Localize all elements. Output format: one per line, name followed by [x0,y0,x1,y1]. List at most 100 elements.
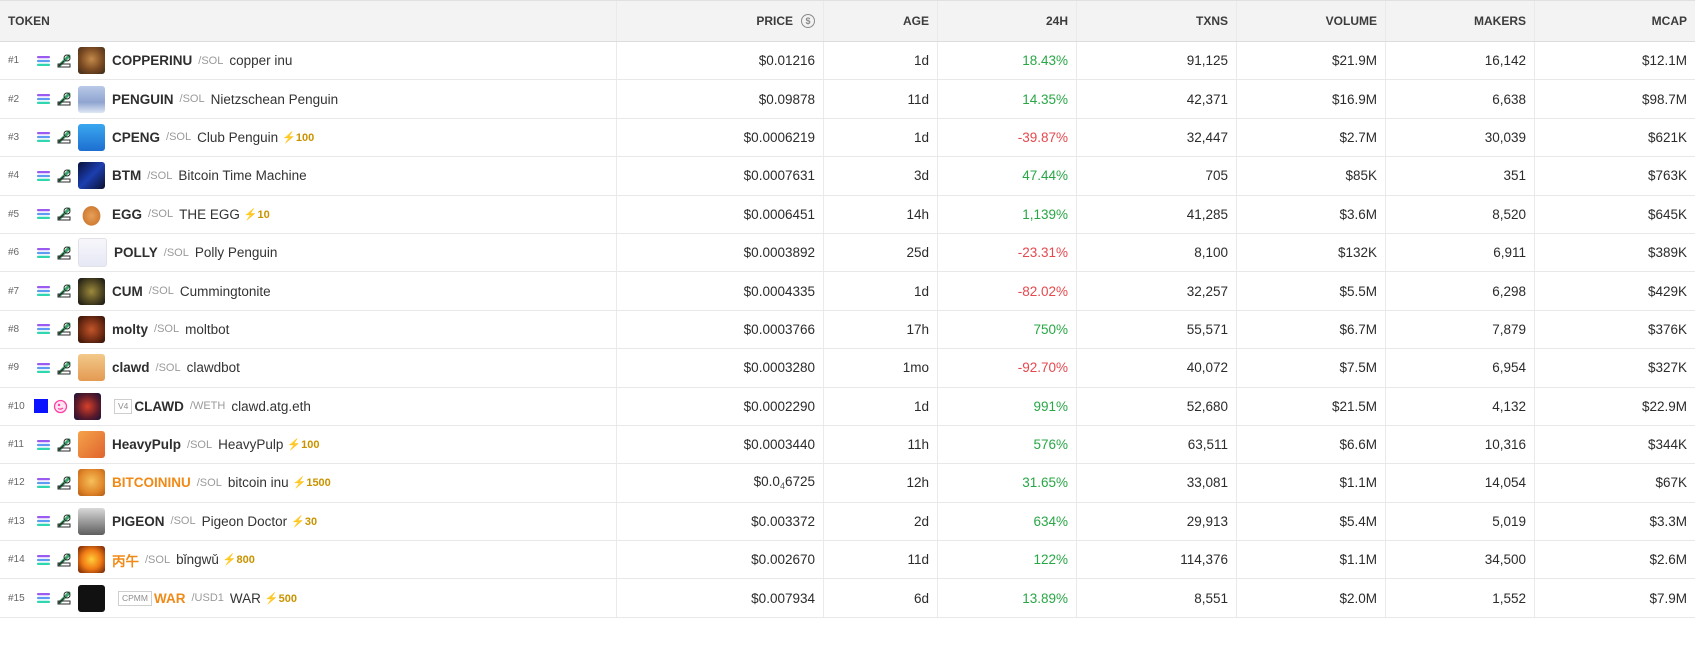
mcap-cell: $645K [1647,206,1687,222]
token-name: clawdbot [186,360,240,376]
age-cell: 6d [824,579,938,617]
table-row[interactable]: #6 POLLY /SOL Polly Penguin $0.0003892 2… [0,233,1695,273]
makers-cell: 351 [1386,157,1535,195]
table-row[interactable]: #15 CPMM WAR /USD1 WAR ⚡500 $0.007934 6d… [0,579,1695,618]
table-row[interactable]: #11 HeavyPulp /SOL HeavyPulp ⚡100 $0.000… [0,425,1695,465]
age-cell: 11d [824,541,938,579]
table-row[interactable]: #7 CUM /SOL Cummingtonite $0.0004335 1d … [0,272,1695,311]
price-value: $0.01216 [758,53,815,69]
price-cell: $0.09878 [617,80,824,118]
txns-cell: 42,371 [1077,80,1237,118]
solana-chain-icon [37,593,50,604]
table-row[interactable]: #3 CPENG /SOL Club Penguin ⚡100 $0.00062… [0,118,1695,158]
token-avatar [78,546,105,574]
table-row[interactable]: #9 clawd /SOL clawdbot $0.0003280 1mo -9… [0,349,1695,388]
col-header-txns[interactable]: TXNS [1077,1,1237,41]
age-cell: 14h [824,195,938,233]
change-24h-cell: -39.87% [938,118,1077,157]
mcap-cell: $376K [1647,321,1687,337]
table-row[interactable]: #14 丙午 /SOL bǐngwǔ ⚡800 $0.002670 11d 12… [0,541,1695,580]
price-value: $0.0003766 [743,321,815,337]
price-value: $0.0006451 [743,206,815,222]
txns-cell: 52,680 [1077,387,1237,425]
volume-cell: $21.9M [1237,42,1386,80]
change-24h-cell: -23.31% [938,233,1077,272]
price-value: $0.002670 [751,552,815,568]
mcap-cell: $3.3M [1649,513,1687,529]
mcap-cell: $67K [1655,475,1687,491]
token-symbol: PIGEON [112,513,165,529]
makers-cell: 6,298 [1386,272,1535,310]
txns-cell: 91,125 [1077,42,1237,80]
makers-cell: 14,054 [1386,464,1535,502]
price-cell: $0.01216 [617,42,824,80]
col-header-makers[interactable]: MAKERS [1386,1,1535,41]
quote-token: /SOL [179,93,205,106]
quote-token: /WETH [189,400,226,413]
token-symbol: COPPERINU [112,53,193,69]
pool-type-badge: CPMM [118,590,152,606]
table-body: #1 COPPERINU /SOL copper inu $0.01216 1d… [0,42,1695,618]
change-24h-cell: 13.89% [938,579,1077,617]
change-24h-cell: 14.35% [938,80,1077,118]
token-cell[interactable]: #4 BTM /SOL Bitcoin Time Machine [0,157,617,195]
col-header-price[interactable]: PRICE $ [617,1,824,41]
token-cell[interactable]: #3 CPENG /SOL Club Penguin ⚡100 [0,118,617,157]
age-cell: 12h [824,464,938,502]
table-row[interactable]: #1 COPPERINU /SOL copper inu $0.01216 1d… [0,42,1695,81]
change-24h-cell: 1,139% [938,195,1077,233]
boost-badge: ⚡100 [282,131,315,144]
token-cell[interactable]: #10 V4 CLAWD /WETH clawd.atg.eth [0,387,617,425]
token-cell[interactable]: #5 EGG /SOL THE EGG ⚡10 [0,195,617,233]
quote-token: /USD1 [191,592,224,605]
mcap-cell: $344K [1647,437,1687,453]
token-cell[interactable]: #6 POLLY /SOL Polly Penguin [0,233,617,272]
pump-dex-icon [57,284,71,298]
price-cell: $0.0003766 [617,310,824,349]
table-row[interactable]: #2 PENGUIN /SOL Nietzschean Penguin $0.0… [0,80,1695,119]
solana-chain-icon [37,516,50,527]
pump-dex-icon [57,207,71,221]
token-cell[interactable]: #9 clawd /SOL clawdbot [0,349,617,387]
token-cell[interactable]: #2 PENGUIN /SOL Nietzschean Penguin [0,80,617,118]
token-cell[interactable]: #14 丙午 /SOL bǐngwǔ ⚡800 [0,541,617,579]
token-avatar [78,431,105,459]
table-row[interactable]: #10 V4 CLAWD /WETH clawd.atg.eth $0.0002… [0,387,1695,426]
col-header-volume[interactable]: VOLUME [1237,1,1386,41]
table-row[interactable]: #13 PIGEON /SOL Pigeon Doctor ⚡30 $0.003… [0,502,1695,542]
price-value: $0.0003892 [743,245,815,261]
col-header-age[interactable]: AGE [824,1,938,41]
table-row[interactable]: #8 molty /SOL moltbot $0.0003766 17h 750… [0,310,1695,350]
token-cell[interactable]: #7 CUM /SOL Cummingtonite [0,272,617,310]
dollar-toggle-icon[interactable]: $ [801,14,815,28]
solana-chain-icon [37,55,50,66]
token-name: bitcoin inu [227,475,289,491]
mcap-cell: $22.9M [1641,398,1687,414]
boost-badge: ⚡100 [287,439,320,452]
token-cell[interactable]: #15 CPMM WAR /USD1 WAR ⚡500 [0,579,617,617]
price-cell: $0.0006219 [617,118,824,157]
table-row[interactable]: #12 BITCOININU /SOL bitcoin inu ⚡1500 $0… [0,464,1695,503]
token-cell[interactable]: #12 BITCOININU /SOL bitcoin inu ⚡1500 [0,464,617,502]
col-header-mcap[interactable]: MCAP [1651,14,1687,28]
price-cell: $0.0002290 [617,387,824,425]
txns-cell: 32,447 [1077,118,1237,157]
token-avatar [78,315,105,343]
age-cell: 3d [824,157,938,195]
mcap-cell: $389K [1647,245,1687,261]
token-name: Club Penguin [197,129,279,145]
age-cell: 2d [824,502,938,541]
col-header-token[interactable]: TOKEN [0,1,617,41]
col-header-24h[interactable]: 24H [938,1,1077,41]
makers-cell: 4,132 [1386,387,1535,425]
mcap-cell: $763K [1647,168,1687,184]
token-cell[interactable]: #13 PIGEON /SOL Pigeon Doctor ⚡30 [0,502,617,541]
quote-token: /SOL [198,54,224,67]
table-row[interactable]: #5 EGG /SOL THE EGG ⚡10 $0.0006451 14h 1… [0,195,1695,234]
token-cell[interactable]: #1 COPPERINU /SOL copper inu [0,42,617,80]
token-cell[interactable]: #11 HeavyPulp /SOL HeavyPulp ⚡100 [0,425,617,464]
token-cell[interactable]: #8 molty /SOL moltbot [0,310,617,349]
quote-token: /SOL [154,323,180,336]
table-row[interactable]: #4 BTM /SOL Bitcoin Time Machine $0.0007… [0,157,1695,196]
txns-cell: 40,072 [1077,349,1237,387]
